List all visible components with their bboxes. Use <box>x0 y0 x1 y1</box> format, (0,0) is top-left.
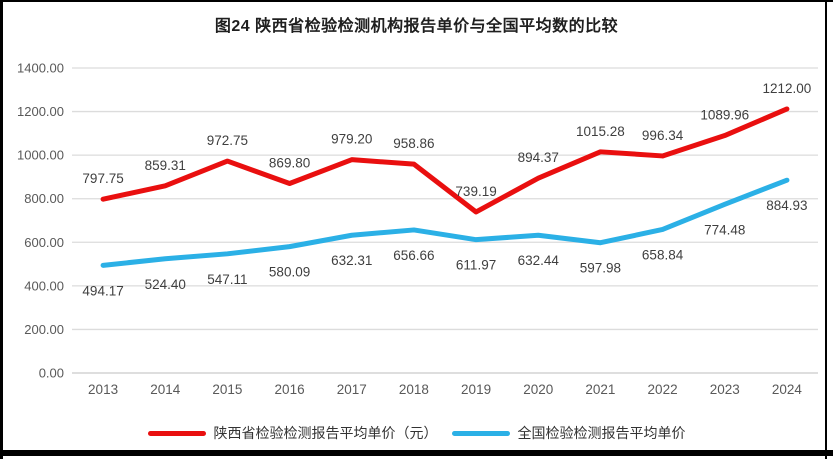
x-axis-tick-label: 2020 <box>523 382 553 397</box>
legend-swatch-shaanxi <box>147 430 206 436</box>
frame-border-top <box>0 0 833 2</box>
y-axis-tick-label: 0.00 <box>39 366 64 381</box>
data-label: 972.75 <box>207 133 248 148</box>
data-label: 859.31 <box>145 158 186 173</box>
data-label: 656.66 <box>393 248 434 263</box>
data-label: 658.84 <box>642 247 684 262</box>
y-axis-tick-label: 200.00 <box>24 322 64 337</box>
data-label: 580.09 <box>269 265 310 280</box>
legend-swatch-national <box>451 430 510 436</box>
data-label: 1212.00 <box>763 81 812 96</box>
data-label: 979.20 <box>331 132 372 147</box>
x-axis-tick-label: 2016 <box>275 382 305 397</box>
x-axis-tick-label: 2015 <box>212 382 242 397</box>
data-label: 524.40 <box>145 277 186 292</box>
chart-title: 图24 陕西省检验检测机构报告单价与全国平均数的比较 <box>214 18 619 35</box>
data-label: 958.86 <box>393 136 434 151</box>
data-label: 884.93 <box>766 198 807 213</box>
y-axis-tick-label: 600.00 <box>24 235 64 250</box>
x-axis-tick-label: 2017 <box>337 382 367 397</box>
data-label: 632.31 <box>331 253 372 268</box>
x-axis-tick-label: 2022 <box>648 382 678 397</box>
series-line-national <box>100 177 790 268</box>
data-label: 739.19 <box>455 184 496 199</box>
y-axis-tick-label: 800.00 <box>24 191 64 206</box>
data-label: 797.75 <box>82 171 123 186</box>
x-axis-tick-label: 2024 <box>772 382 803 397</box>
data-label: 494.17 <box>82 283 123 298</box>
data-label: 1015.28 <box>576 124 625 139</box>
data-label: 597.98 <box>580 261 621 276</box>
frame-border-right <box>825 0 827 459</box>
x-axis-tick-label: 2019 <box>461 382 491 397</box>
y-axis-tick-label: 1000.00 <box>17 148 64 163</box>
legend-item-shaanxi: 陕西省检验检测报告平均单价（元） <box>147 423 438 443</box>
data-label: 611.97 <box>456 258 496 273</box>
chart-legend: 陕西省检验检测报告平均单价（元） 全国检验检测报告平均单价 <box>0 423 833 443</box>
x-axis-tick-label: 2018 <box>399 382 429 397</box>
legend-label-shaanxi: 陕西省检验检测报告平均单价（元） <box>213 425 438 441</box>
legend-label-national: 全国检验检测报告平均单价 <box>517 425 686 441</box>
x-axis-tick-label: 2014 <box>150 382 181 397</box>
data-label: 1089.96 <box>700 108 749 123</box>
series-line-shaanxi <box>100 106 790 215</box>
legend-item-national: 全国检验检测报告平均单价 <box>451 423 686 443</box>
data-label: 547.11 <box>207 272 247 287</box>
data-label: 632.44 <box>518 253 560 268</box>
data-label: 774.48 <box>704 222 745 237</box>
frame-border-left <box>0 0 3 459</box>
data-label: 869.80 <box>269 156 310 171</box>
data-label: 894.37 <box>518 150 559 165</box>
data-label: 996.34 <box>642 128 684 143</box>
x-axis-tick-label: 2021 <box>585 382 615 397</box>
x-axis-tick-label: 2013 <box>88 382 118 397</box>
x-axis-tick-label: 2023 <box>710 382 740 397</box>
y-axis-tick-label: 1400.00 <box>17 61 64 76</box>
y-axis-tick-label: 1200.00 <box>17 104 64 119</box>
frame-border-bottom <box>0 450 833 456</box>
y-axis-tick-label: 400.00 <box>24 278 64 293</box>
